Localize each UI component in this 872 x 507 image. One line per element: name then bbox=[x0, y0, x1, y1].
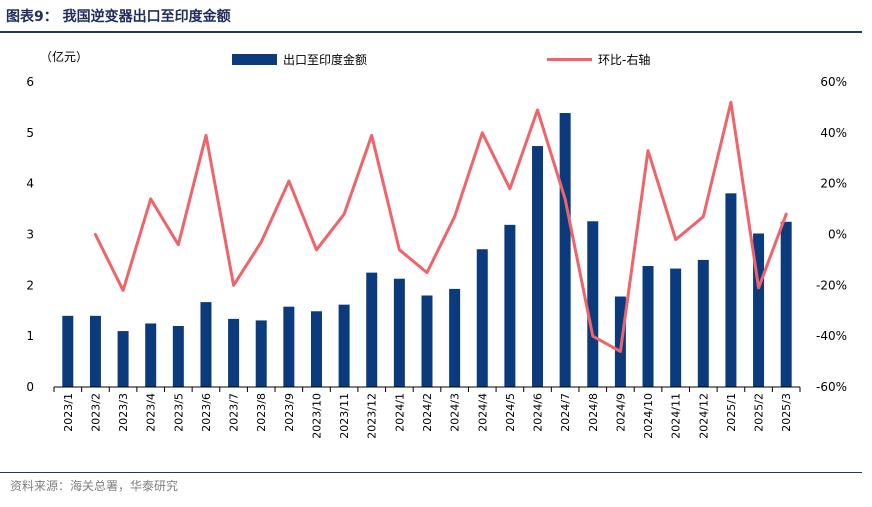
bar-2023/6 bbox=[200, 302, 212, 387]
bar-2023/3 bbox=[117, 331, 129, 387]
right-axis-tick-label: 0% bbox=[828, 228, 847, 242]
bar-2025/1 bbox=[725, 193, 737, 387]
x-axis-tick-label: 2023/12 bbox=[366, 393, 379, 439]
x-axis-tick-label: 2024/7 bbox=[559, 393, 572, 432]
bar-2023/1 bbox=[62, 315, 74, 387]
x-axis-tick-label: 2023/9 bbox=[283, 393, 296, 432]
title-divider bbox=[0, 31, 862, 33]
left-axis-unit-label: （亿元） bbox=[40, 49, 88, 64]
bar-2023/9 bbox=[283, 306, 295, 387]
x-axis-tick-label: 2024/8 bbox=[587, 393, 600, 432]
x-axis-tick-label: 2024/11 bbox=[670, 393, 683, 439]
left-axis-tick-label: 5 bbox=[26, 126, 34, 140]
bar-2024/11 bbox=[670, 268, 682, 387]
x-axis-tick-label: 2024/9 bbox=[614, 393, 627, 432]
right-axis-tick-label: 40% bbox=[820, 126, 847, 140]
right-axis-tick-label: -60% bbox=[816, 380, 847, 394]
x-axis-tick-label: 2024/6 bbox=[532, 393, 545, 432]
right-axis-tick-label: -40% bbox=[816, 329, 847, 343]
x-axis-tick-label: 2023/10 bbox=[310, 393, 323, 439]
left-axis: 0 1 2 3 4 5 6 bbox=[26, 75, 34, 394]
chart: （亿元） 出口至印度金额 环比-右轴 0 1 2 3 4 5 6 -60% -40% -20% 0… bbox=[26, 49, 847, 439]
bar-2023/8 bbox=[255, 320, 267, 387]
right-axis-tick-label: -20% bbox=[816, 278, 847, 292]
x-axis-tick-label: 2024/5 bbox=[504, 393, 517, 432]
x-axis-tick-label: 2023/4 bbox=[145, 393, 158, 432]
right-axis-tick-label: 60% bbox=[820, 75, 847, 89]
bar-2024/6 bbox=[532, 146, 544, 387]
x-axis-tick-label: 2024/1 bbox=[393, 393, 406, 432]
left-axis-tick-label: 6 bbox=[26, 75, 34, 89]
x-axis-tick-label: 2025/3 bbox=[780, 393, 793, 432]
x-axis: 2023/1 2023/2 2023/3 2023/4 2023/5 2023/6 2023… bbox=[53, 387, 801, 439]
x-axis-tick-label: 2023/1 bbox=[62, 393, 75, 432]
legend-bar-swatch bbox=[232, 54, 277, 65]
right-axis: -60% -40% -20% 0% 20% 40% 60% bbox=[816, 75, 847, 394]
left-axis-unit-text: （亿元） bbox=[40, 49, 88, 64]
bar-2024/12 bbox=[697, 259, 709, 387]
x-axis-tick-label: 2024/10 bbox=[642, 393, 655, 439]
x-axis-tick-label: 2023/6 bbox=[200, 393, 213, 432]
bar-2024/3 bbox=[449, 288, 461, 387]
x-axis-tick-label: 2023/11 bbox=[338, 393, 351, 439]
x-axis-tick-label: 2024/2 bbox=[421, 393, 434, 432]
x-axis-tick-label: 2024/3 bbox=[449, 393, 462, 432]
x-axis-tick-label: 2025/2 bbox=[753, 393, 766, 432]
legend-bar-label: 出口至印度金额 bbox=[283, 52, 367, 67]
bar-2024/4 bbox=[476, 249, 488, 387]
figure-title: 图表9： 我国逆变器出口至印度金额 bbox=[6, 9, 231, 25]
x-axis-tick-label: 2024/12 bbox=[697, 393, 710, 439]
x-axis-tick-label: 2023/8 bbox=[255, 393, 268, 432]
bar-2025/2 bbox=[753, 233, 765, 387]
bar-2024/2 bbox=[421, 295, 433, 387]
x-axis-tick-label: 2023/5 bbox=[172, 393, 185, 432]
bar-2023/2 bbox=[89, 315, 101, 387]
left-axis-tick-label: 2 bbox=[26, 278, 34, 292]
bar-2024/1 bbox=[393, 278, 405, 387]
bar-2023/5 bbox=[172, 326, 184, 387]
bar-2023/4 bbox=[145, 323, 157, 387]
bar-2024/5 bbox=[504, 224, 516, 387]
left-axis-tick-label: 4 bbox=[26, 177, 34, 191]
x-axis-tick-label: 2023/3 bbox=[117, 393, 130, 432]
bar-2023/10 bbox=[310, 311, 322, 387]
bar-2024/8 bbox=[587, 221, 599, 387]
x-axis-tick-label: 2024/4 bbox=[476, 393, 489, 432]
legend: 出口至印度金额 环比-右轴 bbox=[232, 52, 650, 67]
mom-change-line bbox=[93, 100, 788, 353]
bar-series bbox=[62, 113, 792, 387]
line-series bbox=[93, 100, 788, 353]
bar-2024/10 bbox=[642, 266, 654, 387]
left-axis-tick-label: 1 bbox=[26, 329, 34, 343]
bar-2025/3 bbox=[780, 221, 792, 387]
right-axis-tick-label: 20% bbox=[820, 177, 847, 191]
x-axis-tick-label: 2023/2 bbox=[89, 393, 102, 432]
source-divider bbox=[0, 472, 862, 473]
source-note: 资料来源：海关总署，华泰研究 bbox=[10, 479, 179, 493]
left-axis-tick-label: 3 bbox=[26, 228, 34, 242]
bar-2023/12 bbox=[366, 272, 378, 387]
x-axis-tick-label: 2025/1 bbox=[725, 393, 738, 432]
x-axis-tick-label: 2023/7 bbox=[228, 393, 241, 432]
bar-2023/11 bbox=[338, 304, 350, 387]
left-axis-tick-label: 0 bbox=[26, 380, 34, 394]
legend-line-label: 环比-右轴 bbox=[598, 52, 650, 67]
bar-2023/7 bbox=[228, 318, 240, 387]
bar-2024/7 bbox=[559, 113, 571, 387]
